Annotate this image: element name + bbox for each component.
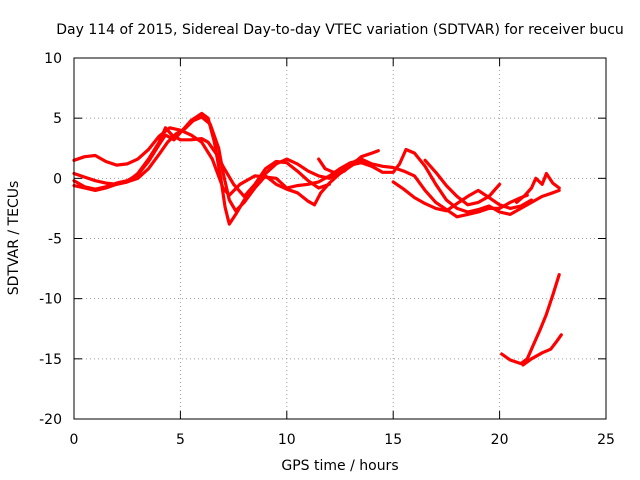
- series-line-arc-g: [423, 158, 502, 207]
- y-tick-label: -5: [48, 232, 62, 248]
- y-tick-label: 5: [53, 111, 62, 127]
- y-tick-label: -15: [39, 352, 62, 368]
- series-line-arc-e: [317, 147, 561, 216]
- x-tick-label: 0: [70, 432, 79, 448]
- chart-title: Day 114 of 2015, Sidereal Day-to-day VTE…: [56, 22, 624, 38]
- series-line-arc-a: [72, 126, 374, 197]
- series-line-arc-c: [72, 111, 380, 226]
- y-tick-label: -20: [39, 412, 62, 428]
- y-tick-label: 10: [44, 51, 62, 67]
- chart-grid: [74, 58, 606, 419]
- x-tick-label: 25: [597, 432, 615, 448]
- chart-tick-labels: 0 5 10 15 20 25 -20 -15 -10 -5 0 5 10: [39, 51, 615, 448]
- series-line-arc-i: [500, 273, 561, 366]
- series-line-arc-f: [391, 180, 534, 213]
- y-axis-label: SDTVAR / TECUs: [6, 181, 22, 296]
- x-tick-label: 10: [278, 432, 296, 448]
- x-axis-label: GPS time / hours: [281, 458, 398, 474]
- x-tick-label: 15: [384, 432, 402, 448]
- y-tick-label: 0: [53, 171, 62, 187]
- y-tick-label: -10: [39, 292, 62, 308]
- x-tick-label: 20: [491, 432, 509, 448]
- series-line-arc-h: [515, 171, 561, 204]
- x-tick-label: 5: [176, 432, 185, 448]
- series-line-arc-j: [521, 333, 563, 367]
- chart-ticks: [73, 57, 607, 420]
- chart-series-group: [72, 111, 563, 367]
